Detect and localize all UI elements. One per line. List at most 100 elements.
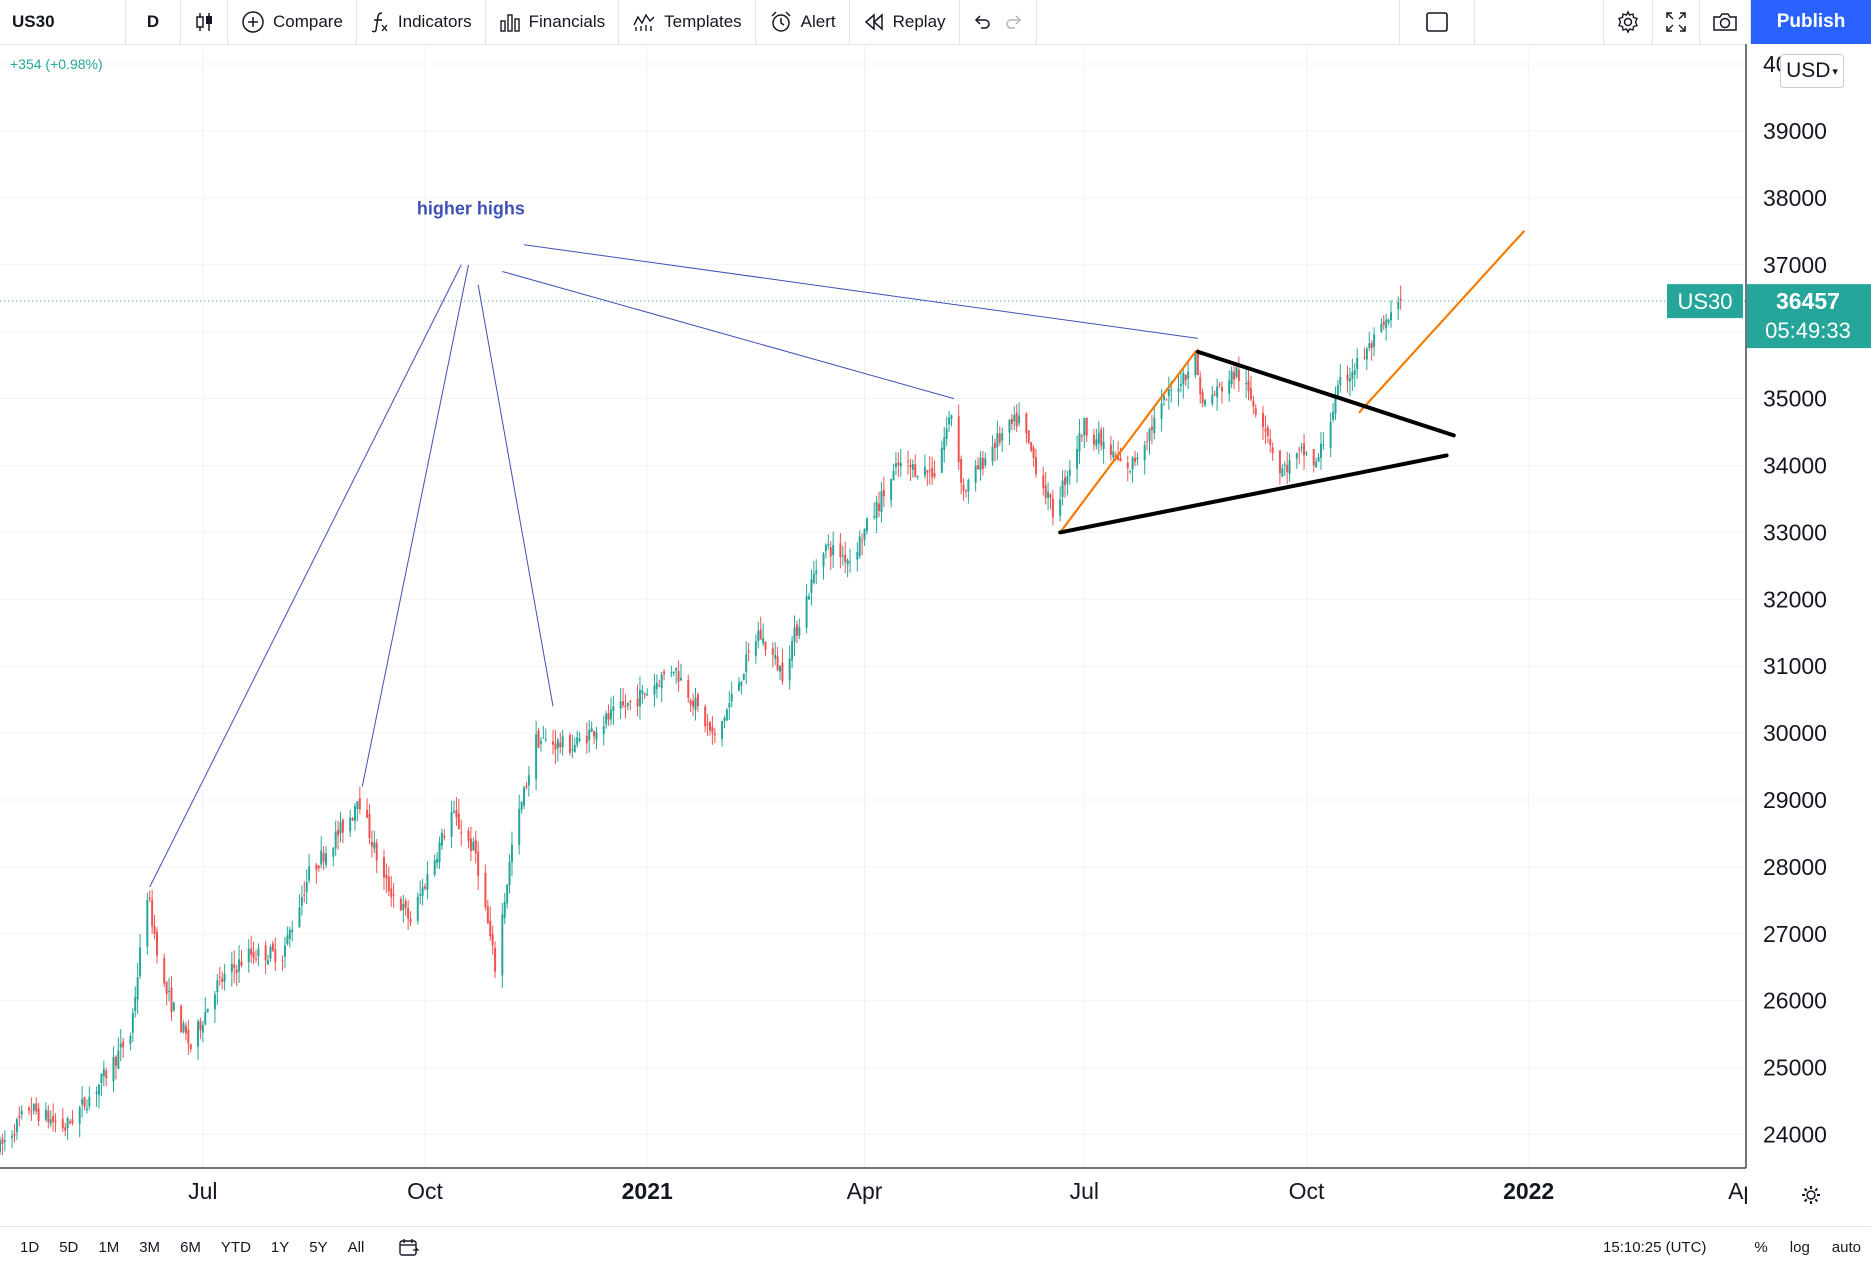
candle-body bbox=[737, 682, 740, 691]
candle-body bbox=[1204, 400, 1207, 406]
interval-button[interactable]: D bbox=[126, 0, 181, 44]
candle-body bbox=[382, 857, 385, 878]
candle-body bbox=[892, 471, 895, 481]
range-1m[interactable]: 1M bbox=[98, 1238, 120, 1256]
layout-button[interactable] bbox=[1399, 0, 1475, 44]
calendar-range-icon[interactable] bbox=[398, 1237, 420, 1257]
candle-body bbox=[861, 540, 864, 542]
price-tick-label: 32000 bbox=[1763, 586, 1827, 612]
alert-button[interactable]: Alert bbox=[756, 0, 850, 44]
rewind-icon bbox=[864, 13, 883, 31]
candle-body bbox=[61, 1118, 64, 1129]
candle-body bbox=[788, 658, 791, 681]
candle-body bbox=[69, 1121, 72, 1124]
candle-body bbox=[1066, 476, 1069, 484]
percent-toggle[interactable]: % bbox=[1754, 1238, 1768, 1256]
price-chart[interactable]: higher highs 24000 25000 26000 27000 28000 29… bbox=[0, 44, 1871, 1226]
candle-body bbox=[416, 896, 419, 921]
range-1d[interactable]: 1D bbox=[20, 1238, 40, 1256]
fullscreen-button[interactable] bbox=[1653, 0, 1700, 44]
candle-body bbox=[1150, 426, 1153, 431]
top-toolbar: US30 D Compare Indicators bbox=[0, 0, 1871, 45]
currency-select[interactable]: USD ▾ bbox=[1780, 54, 1844, 88]
range-5d[interactable]: 5D bbox=[59, 1238, 79, 1256]
symbol-search-button[interactable]: US30 bbox=[0, 0, 126, 44]
candle-body bbox=[247, 948, 250, 963]
candle-body bbox=[561, 736, 564, 748]
candle-body bbox=[385, 874, 388, 879]
templates-icon bbox=[633, 13, 655, 31]
candle-body bbox=[1295, 453, 1298, 459]
price-tick-label: 33000 bbox=[1763, 519, 1827, 545]
candle-body bbox=[494, 947, 497, 972]
bottom-right-controls: 15:10:25 (UTC) % log auto bbox=[1603, 1227, 1861, 1267]
candle-body bbox=[1196, 350, 1199, 375]
timezone-clock[interactable]: 15:10:25 (UTC) bbox=[1603, 1238, 1707, 1256]
candle-body bbox=[1249, 388, 1252, 400]
auto-toggle[interactable]: auto bbox=[1831, 1238, 1861, 1256]
replay-button[interactable]: Replay bbox=[850, 0, 960, 44]
redo-button[interactable] bbox=[998, 0, 1037, 44]
candle-body bbox=[1163, 396, 1165, 400]
candle-body bbox=[791, 641, 794, 661]
publish-button[interactable]: Publish bbox=[1751, 0, 1871, 44]
candle-body bbox=[1351, 372, 1354, 380]
candle-body bbox=[151, 899, 154, 927]
templates-button[interactable]: Templates bbox=[619, 0, 756, 44]
candle-body bbox=[535, 734, 538, 780]
candle-body bbox=[1278, 450, 1281, 474]
candle-body bbox=[184, 1025, 187, 1034]
candle-body bbox=[238, 959, 241, 972]
candle-body bbox=[1092, 434, 1095, 445]
candle-body bbox=[20, 1110, 23, 1115]
financials-button[interactable]: Financials bbox=[486, 0, 620, 44]
candle-body bbox=[815, 570, 818, 575]
range-6m[interactable]: 6M bbox=[180, 1238, 201, 1256]
range-ytd[interactable]: YTD bbox=[220, 1238, 251, 1256]
range-1y[interactable]: 1Y bbox=[270, 1238, 290, 1256]
candle-body bbox=[909, 464, 912, 468]
candle-body bbox=[779, 666, 782, 672]
candle-body bbox=[1385, 319, 1388, 329]
candle-body bbox=[102, 1068, 105, 1077]
candle-body bbox=[341, 819, 344, 833]
candle-body bbox=[1027, 430, 1030, 443]
candle-body bbox=[793, 627, 796, 642]
candle-body bbox=[373, 842, 376, 849]
settings-button[interactable] bbox=[1604, 0, 1653, 44]
chart-type-button[interactable] bbox=[181, 0, 228, 44]
range-5y[interactable]: 5Y bbox=[309, 1238, 328, 1256]
candle-body bbox=[928, 469, 931, 471]
candle-body bbox=[1264, 429, 1267, 432]
candle-body bbox=[332, 848, 335, 857]
candle-body bbox=[168, 991, 171, 993]
indicators-button[interactable]: Indicators bbox=[357, 0, 486, 44]
candle-body bbox=[1220, 387, 1223, 392]
snapshot-button[interactable] bbox=[1700, 0, 1751, 44]
candle-body bbox=[250, 948, 253, 955]
candle-body bbox=[392, 894, 395, 896]
candle-body bbox=[1119, 458, 1122, 462]
candle-body bbox=[812, 573, 815, 583]
candle-body bbox=[711, 726, 714, 733]
candle-body bbox=[83, 1097, 86, 1107]
candle-body bbox=[585, 735, 588, 744]
candle-body bbox=[419, 894, 422, 896]
function-icon bbox=[371, 12, 388, 33]
candle-body bbox=[353, 806, 356, 822]
candle-body bbox=[288, 930, 291, 939]
compare-button[interactable]: Compare bbox=[228, 0, 357, 44]
candle-body bbox=[131, 1013, 134, 1033]
candle-body bbox=[1235, 367, 1238, 377]
candles bbox=[0, 285, 1402, 1156]
candle-body bbox=[810, 579, 813, 594]
candle-body bbox=[1013, 415, 1016, 422]
higher-highs-label: higher highs bbox=[417, 199, 525, 219]
plus-circle-icon bbox=[242, 11, 264, 33]
undo-button[interactable] bbox=[960, 0, 998, 44]
candle-body bbox=[1112, 451, 1115, 458]
range-3m[interactable]: 3M bbox=[139, 1238, 161, 1256]
log-toggle[interactable]: log bbox=[1789, 1238, 1810, 1256]
range-all[interactable]: All bbox=[347, 1238, 365, 1256]
candle-body bbox=[923, 466, 926, 476]
